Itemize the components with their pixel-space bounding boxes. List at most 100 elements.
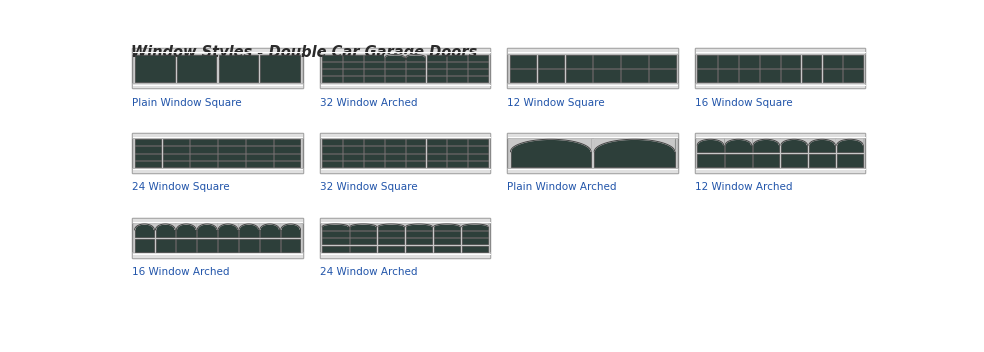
Bar xyxy=(239,239,259,252)
Bar xyxy=(508,168,678,173)
Bar xyxy=(260,239,279,252)
Bar xyxy=(385,76,404,82)
Bar xyxy=(698,55,717,68)
Polygon shape xyxy=(405,224,432,227)
Bar xyxy=(695,49,866,88)
Bar xyxy=(426,76,447,82)
Bar xyxy=(350,231,377,237)
Bar xyxy=(239,224,259,237)
Polygon shape xyxy=(239,224,259,230)
Polygon shape xyxy=(218,224,238,230)
Bar xyxy=(132,218,303,223)
Bar xyxy=(322,69,341,75)
Bar xyxy=(621,55,647,68)
Bar xyxy=(364,55,384,61)
Bar xyxy=(322,154,341,160)
Bar xyxy=(322,238,348,244)
Bar xyxy=(320,252,490,258)
Bar xyxy=(378,231,404,237)
Text: 12 Window Square: 12 Window Square xyxy=(508,98,605,108)
Bar xyxy=(135,154,161,160)
Bar xyxy=(760,69,779,82)
Bar xyxy=(781,139,807,152)
Bar xyxy=(809,139,835,152)
Polygon shape xyxy=(350,224,377,227)
Bar xyxy=(322,161,341,167)
Bar xyxy=(132,133,303,173)
Bar xyxy=(261,55,300,82)
Bar xyxy=(426,55,447,61)
Bar xyxy=(385,139,404,145)
Bar xyxy=(364,161,384,167)
Bar xyxy=(218,139,245,145)
Bar xyxy=(508,133,678,173)
Bar xyxy=(218,224,238,237)
Bar xyxy=(343,139,363,145)
Bar xyxy=(405,76,425,82)
Bar xyxy=(177,55,216,82)
Bar xyxy=(426,139,447,145)
Polygon shape xyxy=(378,224,404,227)
Bar xyxy=(809,154,835,167)
Bar xyxy=(378,224,404,230)
Bar xyxy=(468,69,488,75)
Bar xyxy=(322,224,348,230)
Bar xyxy=(218,146,245,152)
Bar xyxy=(823,55,842,68)
Bar xyxy=(135,239,154,252)
Bar xyxy=(385,146,404,152)
Text: 12 Window Arched: 12 Window Arched xyxy=(695,182,792,193)
Polygon shape xyxy=(135,224,154,230)
Bar xyxy=(510,69,536,82)
Bar xyxy=(218,239,238,252)
Bar xyxy=(191,161,216,167)
Bar xyxy=(191,154,216,160)
Bar xyxy=(405,146,425,152)
Polygon shape xyxy=(725,139,752,145)
Bar xyxy=(364,139,384,145)
Bar xyxy=(566,69,591,82)
Polygon shape xyxy=(809,139,835,145)
Bar xyxy=(218,55,258,82)
Bar xyxy=(132,49,303,88)
Bar xyxy=(275,154,300,160)
Bar xyxy=(461,231,488,237)
Bar xyxy=(322,55,341,61)
Bar xyxy=(322,146,341,152)
Bar xyxy=(162,154,189,160)
Bar xyxy=(843,55,863,68)
Bar xyxy=(197,224,216,237)
Bar xyxy=(378,238,404,244)
Polygon shape xyxy=(698,139,723,145)
Polygon shape xyxy=(197,224,216,230)
Bar xyxy=(434,238,461,244)
Bar xyxy=(320,133,490,173)
Bar xyxy=(275,146,300,152)
Bar xyxy=(405,55,425,61)
Bar xyxy=(350,246,377,252)
Bar xyxy=(155,239,175,252)
Bar xyxy=(511,139,591,167)
Polygon shape xyxy=(260,224,279,230)
Bar xyxy=(508,49,678,88)
Bar xyxy=(132,49,303,54)
Polygon shape xyxy=(781,139,807,145)
Text: 16 Window Square: 16 Window Square xyxy=(695,98,792,108)
Bar xyxy=(621,69,647,82)
Bar xyxy=(322,62,341,68)
Bar xyxy=(725,154,752,167)
Bar xyxy=(843,69,863,82)
Bar xyxy=(280,224,300,237)
Bar xyxy=(593,55,620,68)
Text: 32 Window Square: 32 Window Square xyxy=(320,182,417,193)
Polygon shape xyxy=(594,139,675,152)
Bar xyxy=(468,76,488,82)
Bar xyxy=(780,69,801,82)
Bar xyxy=(434,224,461,230)
Bar xyxy=(593,69,620,82)
Bar xyxy=(364,62,384,68)
Bar xyxy=(343,154,363,160)
Bar xyxy=(461,224,488,230)
Bar xyxy=(405,224,432,230)
Bar xyxy=(191,139,216,145)
